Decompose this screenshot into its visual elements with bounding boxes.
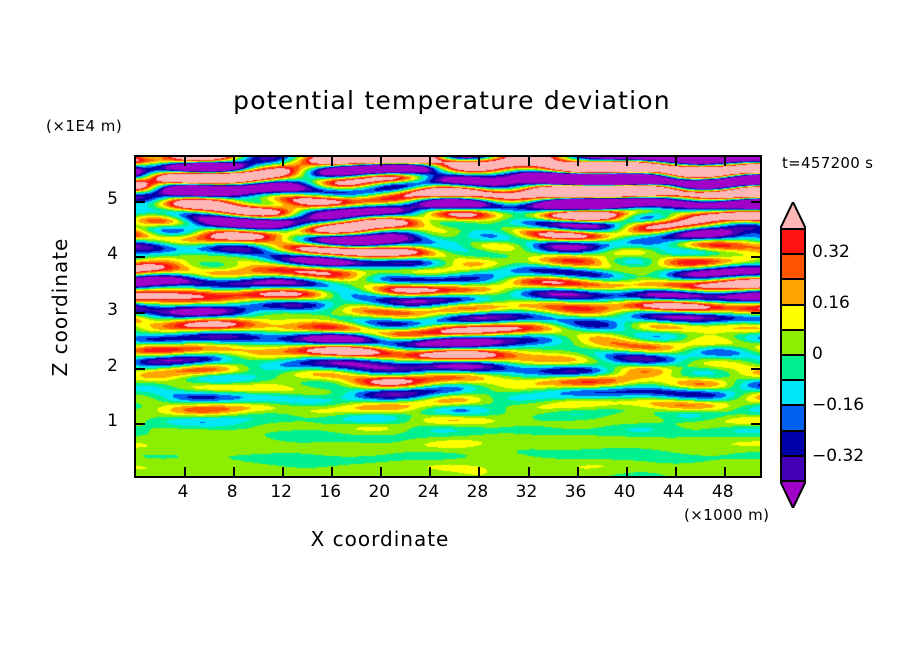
colorbar-band	[782, 255, 804, 281]
colorbar-band	[782, 330, 804, 357]
x-tick-mark	[380, 467, 383, 476]
y-tick-label: 3	[107, 299, 118, 320]
colorbar-label: 0.32	[812, 242, 850, 263]
x-tick-mark	[527, 467, 530, 476]
x-tick-mark	[478, 157, 481, 166]
contour-field	[136, 157, 760, 476]
x-tick-mark	[233, 467, 236, 476]
x-tick-mark	[429, 467, 432, 476]
colorbar-label: 0.16	[812, 293, 850, 314]
x-tick-mark	[282, 157, 285, 166]
colorbar-band	[782, 456, 804, 481]
colorbar-band	[782, 356, 804, 382]
x-tick-mark	[723, 157, 726, 166]
contour-plot-area[interactable]	[134, 155, 762, 478]
y-tick-label: 4	[107, 244, 118, 265]
y-tick-label: 1	[107, 411, 118, 432]
y-tick-mark	[136, 311, 145, 314]
x-axis-title: X coordinate	[310, 527, 450, 551]
y-tick-mark	[136, 256, 145, 259]
colorbar-label: −0.16	[812, 394, 865, 415]
y-tick-mark	[751, 423, 760, 426]
x-tick-label: 40	[613, 482, 636, 502]
y-tick-mark	[136, 200, 145, 203]
x-tick-mark	[576, 467, 579, 476]
x-tick-label: 16	[319, 482, 342, 502]
colorbar-under-arrow	[780, 481, 806, 508]
colorbar-band	[782, 406, 804, 432]
colorbar-over-arrow	[780, 202, 806, 229]
y-tick-mark	[136, 423, 145, 426]
x-unit-label: (×1000 m)	[684, 506, 770, 524]
colorbar[interactable]: 0.32 0.16 0 −0.16 −0.32	[780, 202, 864, 508]
x-tick-label: 24	[417, 482, 440, 502]
x-tick-mark	[674, 467, 677, 476]
colorbar-band	[782, 431, 804, 457]
y-axis-title: Z coordinate	[48, 237, 72, 377]
x-tick-mark	[527, 157, 530, 166]
x-tick-mark	[331, 157, 334, 166]
x-tick-mark	[380, 157, 383, 166]
colorbar-label: −0.32	[812, 445, 865, 466]
x-tick-label: 12	[270, 482, 292, 502]
x-tick-mark	[233, 157, 236, 166]
y-tick-mark	[751, 311, 760, 314]
y-tick-mark	[751, 200, 760, 203]
x-tick-mark	[331, 467, 334, 476]
time-annotation: t=457200 s	[782, 154, 874, 172]
x-tick-mark	[625, 467, 628, 476]
x-tick-mark	[282, 467, 285, 476]
x-tick-label: 20	[368, 482, 391, 502]
y-tick-label: 2	[107, 355, 118, 376]
y-tick-mark	[751, 256, 760, 259]
x-tick-mark	[429, 157, 432, 166]
x-tick-mark	[184, 157, 187, 166]
y-tick-mark	[136, 367, 145, 370]
colorbar-band	[782, 230, 804, 256]
x-tick-mark	[184, 467, 187, 476]
x-tick-mark	[576, 157, 579, 166]
y-tick-mark	[751, 367, 760, 370]
page-title: potential temperature deviation	[233, 86, 671, 115]
x-tick-mark	[723, 467, 726, 476]
colorbar-band	[782, 305, 804, 331]
y-tick-label: 5	[107, 188, 118, 209]
colorbar-bands	[780, 228, 806, 482]
colorbar-band	[782, 280, 804, 306]
x-tick-label: 44	[662, 482, 685, 502]
x-tick-mark	[674, 157, 677, 166]
colorbar-band	[782, 381, 804, 407]
colorbar-label: 0	[812, 344, 823, 364]
y-unit-label: (×1E4 m)	[46, 117, 123, 135]
x-tick-mark	[625, 157, 628, 166]
x-tick-label: 48	[711, 482, 734, 502]
x-tick-label: 4	[177, 482, 189, 502]
x-tick-label: 28	[466, 482, 489, 502]
x-tick-label: 8	[226, 482, 238, 502]
x-tick-label: 32	[515, 482, 538, 502]
x-tick-mark	[478, 467, 481, 476]
x-tick-label: 36	[564, 482, 587, 502]
